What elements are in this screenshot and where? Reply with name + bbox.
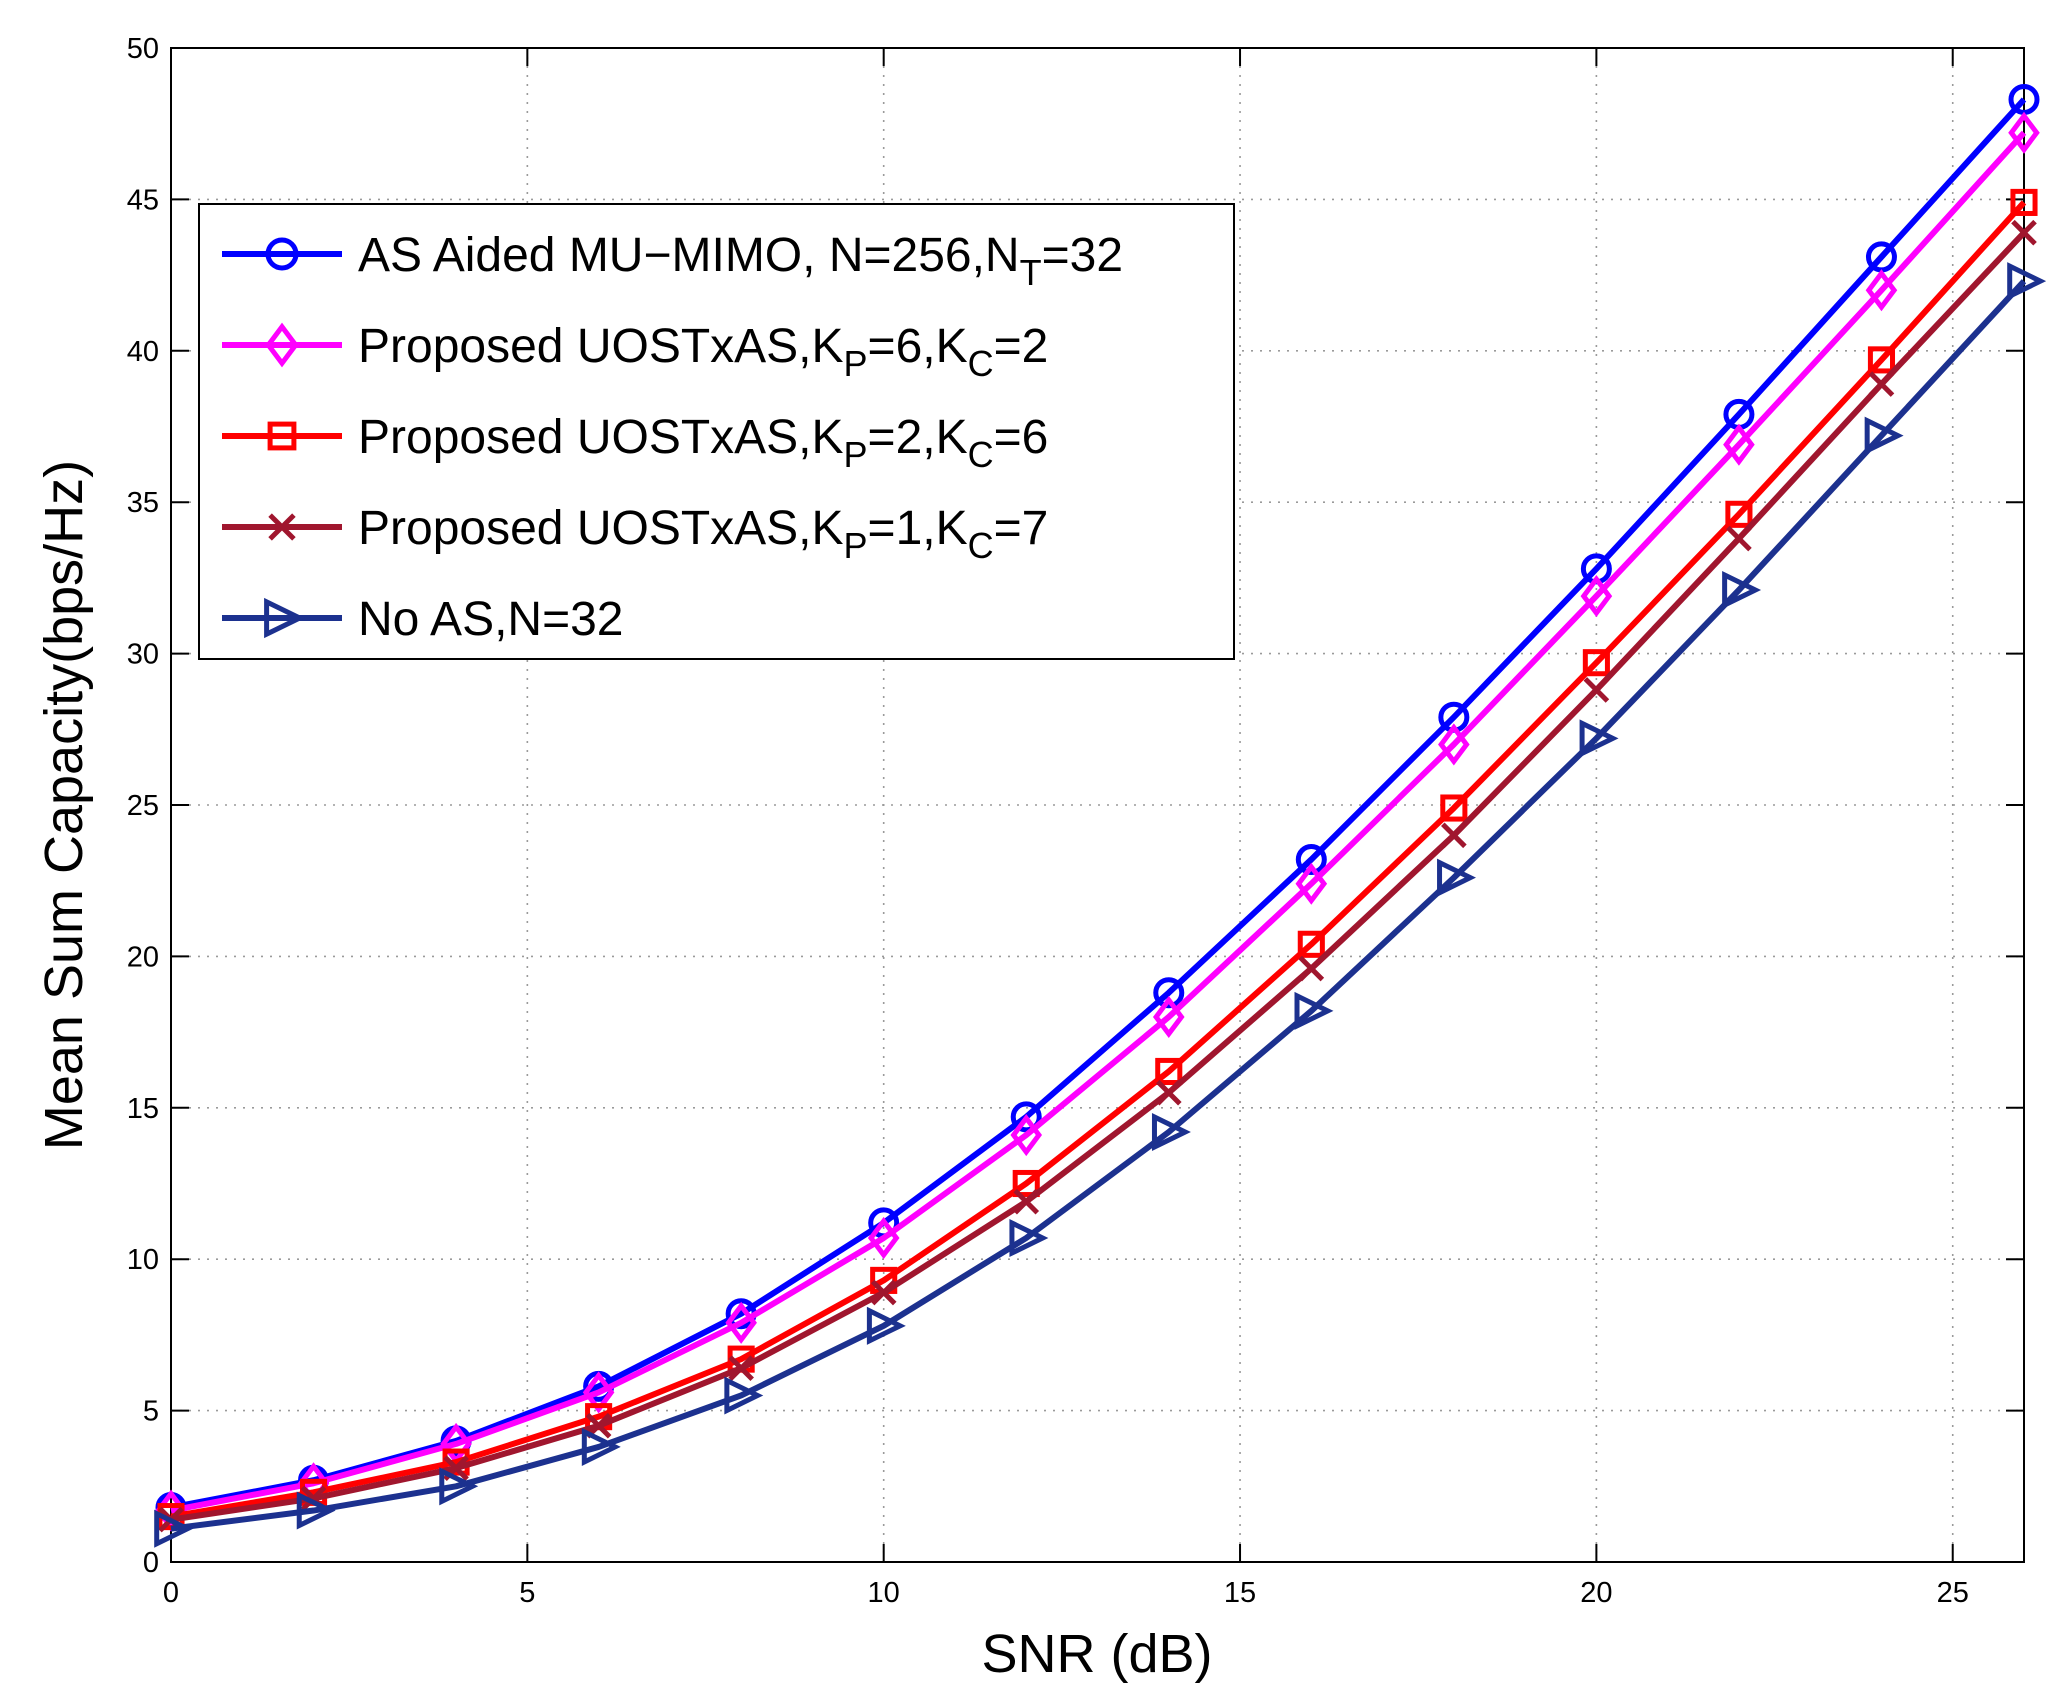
y-tick-label: 5 xyxy=(143,1396,159,1428)
series-line xyxy=(170,97,2027,1511)
y-tick-label: 10 xyxy=(127,1244,159,1276)
data-point xyxy=(1295,862,1328,905)
data-point xyxy=(1579,719,1619,758)
data-point xyxy=(582,1371,615,1414)
data-point xyxy=(154,1509,194,1548)
data-point xyxy=(1437,858,1476,897)
data-point xyxy=(728,1355,754,1382)
x-axis-label: SNR (dB) xyxy=(981,1624,1212,1684)
y-tick-label: 15 xyxy=(127,1093,159,1125)
series-5 xyxy=(154,262,2047,1548)
data-point xyxy=(2010,188,2038,216)
y-tick-label: 0 xyxy=(143,1547,159,1579)
legend-entry: Proposed UOSTxAS,KP=2,KC=6 xyxy=(222,411,1048,475)
data-point xyxy=(1441,822,1467,849)
data-point xyxy=(1155,1057,1183,1086)
data-point xyxy=(1722,570,1762,610)
series-4 xyxy=(158,219,2037,1533)
y-tick-label: 20 xyxy=(127,941,159,973)
data-point xyxy=(1151,1113,1191,1152)
legend: AS Aided MU−MIMO, N=256,NT=32 Proposed UO… xyxy=(198,203,1235,660)
y-tick-label: 25 xyxy=(127,790,159,822)
data-point xyxy=(265,322,299,368)
data-point xyxy=(866,1306,906,1345)
legend-entry: Proposed UOSTxAS,KP=6,KC=2 xyxy=(222,320,1048,384)
data-point xyxy=(1868,371,1895,397)
data-point xyxy=(1294,991,1334,1030)
tick-labels: 0 5 10 15 20 25 0 5 10 15 20 25 30 35 40 45 50 xyxy=(127,33,1969,1609)
x-tick-label: 5 xyxy=(519,1577,535,1609)
series-2 xyxy=(155,111,2040,1532)
data-point xyxy=(1012,1169,1040,1198)
x-tick-label: 0 xyxy=(163,1577,179,1609)
data-point xyxy=(2007,262,2047,301)
legend-entry: AS Aided MU−MIMO, N=256,NT=32 xyxy=(222,229,1123,293)
data-point xyxy=(870,1279,897,1306)
data-point xyxy=(1013,1188,1040,1215)
data-point xyxy=(1297,930,1325,958)
series-line xyxy=(170,130,2027,1514)
legend-entry: Proposed UOSTxAS,KP=1,KC=7 xyxy=(222,502,1048,566)
x-tick-label: 20 xyxy=(1580,1577,1612,1609)
data-point xyxy=(1580,575,1613,618)
y-tick-label: 35 xyxy=(127,487,159,519)
data-point xyxy=(264,597,306,639)
legend-label: Proposed UOSTxAS,KP=6,KC=2 xyxy=(358,320,1048,384)
data-point xyxy=(1583,677,1610,703)
legend-label: Proposed UOSTxAS,KP=1,KC=7 xyxy=(358,502,1048,566)
legend-entry: No AS,N=32 xyxy=(222,593,624,646)
y-tick-label: 30 xyxy=(127,639,159,671)
data-point xyxy=(1152,995,1185,1039)
data-point xyxy=(1867,346,1896,374)
x-tick-label: 25 xyxy=(1937,1577,1969,1609)
data-point xyxy=(1295,844,1327,876)
data-point xyxy=(1009,1218,1049,1258)
data-point xyxy=(1438,723,1470,766)
data-point xyxy=(1723,423,1755,466)
y-axis-label: Mean Sum Capacity(bps/Hz) xyxy=(34,460,94,1150)
series-line xyxy=(170,279,2027,1532)
data-point xyxy=(1298,955,1325,982)
data-point xyxy=(1726,525,1752,552)
data-point xyxy=(1864,416,1904,455)
data-point xyxy=(1010,1101,1042,1133)
x-tick-label: 15 xyxy=(1224,1577,1256,1609)
data-point xyxy=(867,1216,900,1260)
data-point xyxy=(267,421,297,451)
data-point xyxy=(296,1491,336,1530)
y-tick-label: 50 xyxy=(127,33,159,65)
data-point xyxy=(1725,500,1753,528)
data-point xyxy=(268,513,296,541)
data-point xyxy=(265,237,299,271)
legend-label: AS Aided MU−MIMO, N=256,NT=32 xyxy=(358,229,1123,293)
data-point xyxy=(581,1427,621,1466)
series-line xyxy=(170,230,2027,1523)
series-line xyxy=(170,200,2027,1520)
y-tick-label: 40 xyxy=(127,336,159,368)
legend-label: No AS,N=32 xyxy=(358,593,624,646)
data-point xyxy=(2011,219,2037,246)
legend-label: Proposed UOSTxAS,KP=2,KC=6 xyxy=(358,411,1048,475)
data-point xyxy=(1153,977,1185,1009)
y-tick-label: 45 xyxy=(127,184,159,216)
data-point xyxy=(724,1376,764,1415)
data-point xyxy=(1582,649,1610,677)
legend-box xyxy=(198,203,1235,660)
x-tick-label: 10 xyxy=(868,1577,900,1609)
axes xyxy=(170,47,2025,1563)
data-point xyxy=(2008,111,2040,154)
data-point xyxy=(1155,1079,1182,1106)
data-point xyxy=(439,1467,479,1506)
data-point xyxy=(1440,794,1468,822)
series-group xyxy=(154,83,2047,1548)
data-point xyxy=(1865,269,1898,312)
data-point xyxy=(1010,1113,1043,1157)
data-point xyxy=(725,1301,757,1344)
